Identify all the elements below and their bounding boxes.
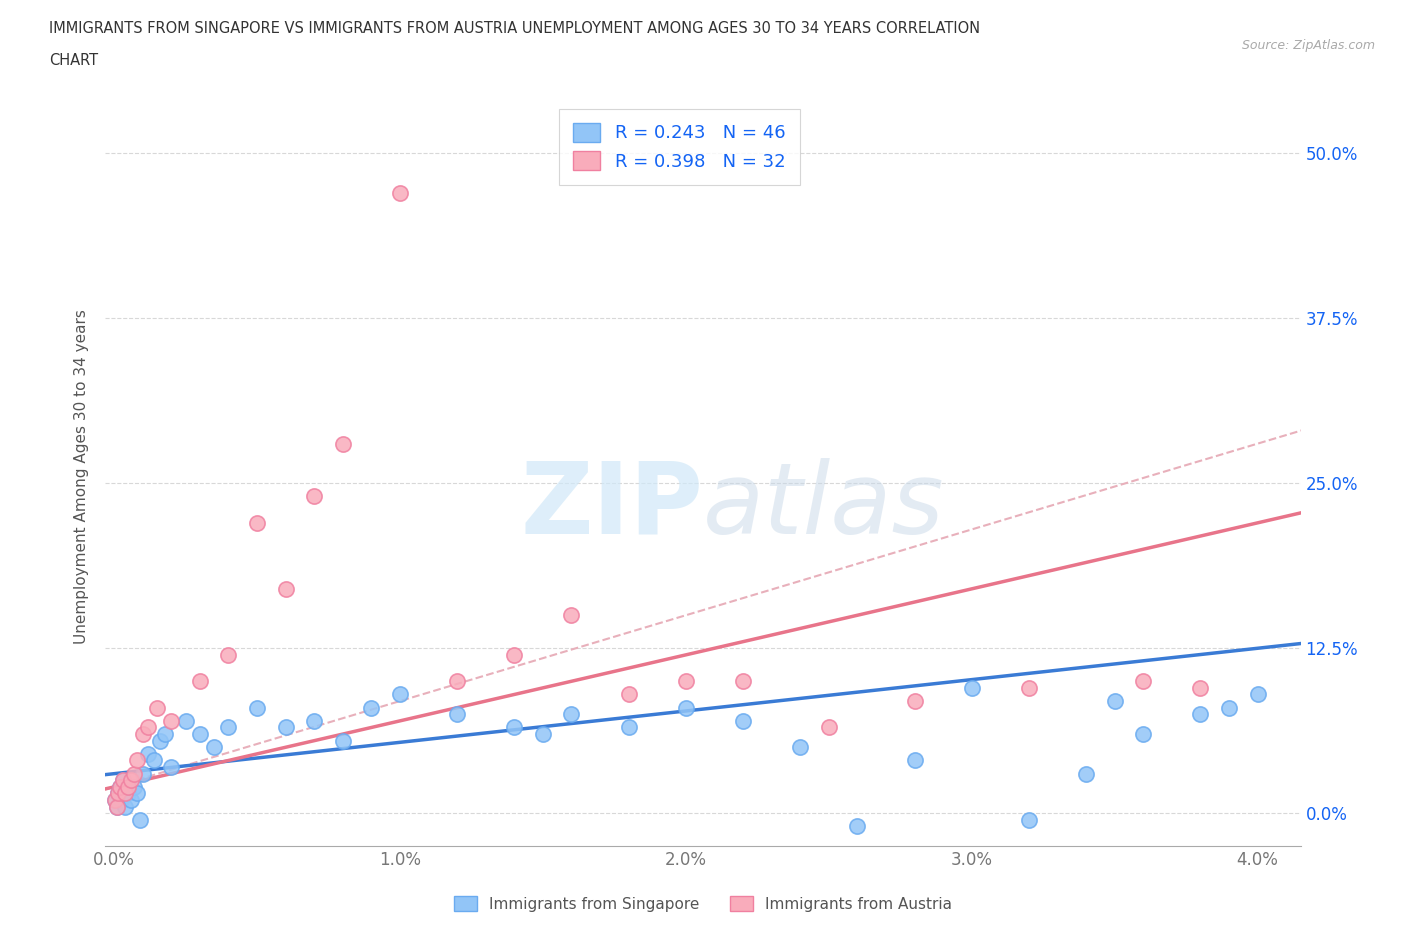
Y-axis label: Unemployment Among Ages 30 to 34 years: Unemployment Among Ages 30 to 34 years (73, 309, 89, 644)
Point (188, 674, 211, 689)
Point (217, 720, 239, 735)
Text: CHART: CHART (49, 53, 98, 68)
Point (388, 687, 411, 702)
Point (143, 753, 166, 768)
Point (531, 726, 554, 741)
Point (131, 726, 153, 741)
Point (903, 753, 925, 768)
Point (111, 773, 134, 788)
Point (138, 720, 160, 735)
Point (117, 786, 139, 801)
Point (560, 608, 582, 623)
Point (131, 766, 153, 781)
Point (155, 726, 177, 741)
Point (122, 779, 145, 794)
Point (174, 713, 197, 728)
Point (1018, 681, 1040, 696)
Point (202, 740, 225, 755)
Point (105, 799, 128, 814)
Legend: Immigrants from Singapore, Immigrants from Austria: Immigrants from Singapore, Immigrants fr… (447, 889, 959, 918)
Point (731, 713, 754, 728)
Point (388, 185, 411, 200)
Point (446, 707, 468, 722)
Point (188, 726, 211, 741)
Point (1189, 681, 1212, 696)
Point (332, 733, 354, 748)
Point (846, 819, 869, 834)
Point (160, 713, 183, 728)
Point (138, 747, 160, 762)
Point (120, 792, 142, 807)
Point (1132, 726, 1154, 741)
Point (107, 786, 129, 801)
Point (617, 720, 640, 735)
Point (360, 700, 382, 715)
Point (160, 760, 183, 775)
Text: atlas: atlas (703, 458, 945, 554)
Point (903, 694, 925, 709)
Point (217, 647, 239, 662)
Point (731, 674, 754, 689)
Point (114, 799, 136, 814)
Point (125, 753, 148, 768)
Point (446, 674, 468, 689)
Point (246, 700, 269, 715)
Point (1074, 766, 1097, 781)
Text: Source: ZipAtlas.com: Source: ZipAtlas.com (1241, 39, 1375, 52)
Point (1018, 813, 1040, 828)
Point (146, 700, 169, 715)
Text: IMMIGRANTS FROM SINGAPORE VS IMMIGRANTS FROM AUSTRIA UNEMPLOYMENT AMONG AGES 30 : IMMIGRANTS FROM SINGAPORE VS IMMIGRANTS … (49, 21, 980, 36)
Point (789, 740, 811, 755)
Point (617, 687, 640, 702)
Point (120, 773, 142, 788)
Point (128, 813, 150, 828)
Point (1104, 694, 1126, 709)
Point (503, 720, 526, 735)
Point (1218, 700, 1240, 715)
Point (104, 792, 127, 807)
Point (1132, 674, 1154, 689)
Point (149, 733, 172, 748)
Point (332, 436, 354, 451)
Point (274, 581, 297, 596)
Point (560, 707, 582, 722)
Point (107, 786, 129, 801)
Point (1246, 687, 1268, 702)
Point (1189, 707, 1212, 722)
Point (960, 681, 983, 696)
Point (675, 700, 697, 715)
Point (110, 792, 132, 807)
Point (503, 647, 526, 662)
Point (105, 799, 128, 814)
Point (108, 779, 131, 794)
Point (117, 779, 139, 794)
Point (817, 720, 839, 735)
Legend: R = 0.243   N = 46, R = 0.398   N = 32: R = 0.243 N = 46, R = 0.398 N = 32 (558, 109, 800, 185)
Point (111, 773, 134, 788)
Point (125, 786, 148, 801)
Point (302, 713, 325, 728)
Point (246, 515, 269, 530)
Point (104, 792, 127, 807)
Point (122, 766, 145, 781)
Point (274, 720, 297, 735)
Text: ZIP: ZIP (520, 458, 703, 554)
Point (108, 779, 131, 794)
Point (114, 786, 136, 801)
Point (675, 674, 697, 689)
Point (302, 489, 325, 504)
